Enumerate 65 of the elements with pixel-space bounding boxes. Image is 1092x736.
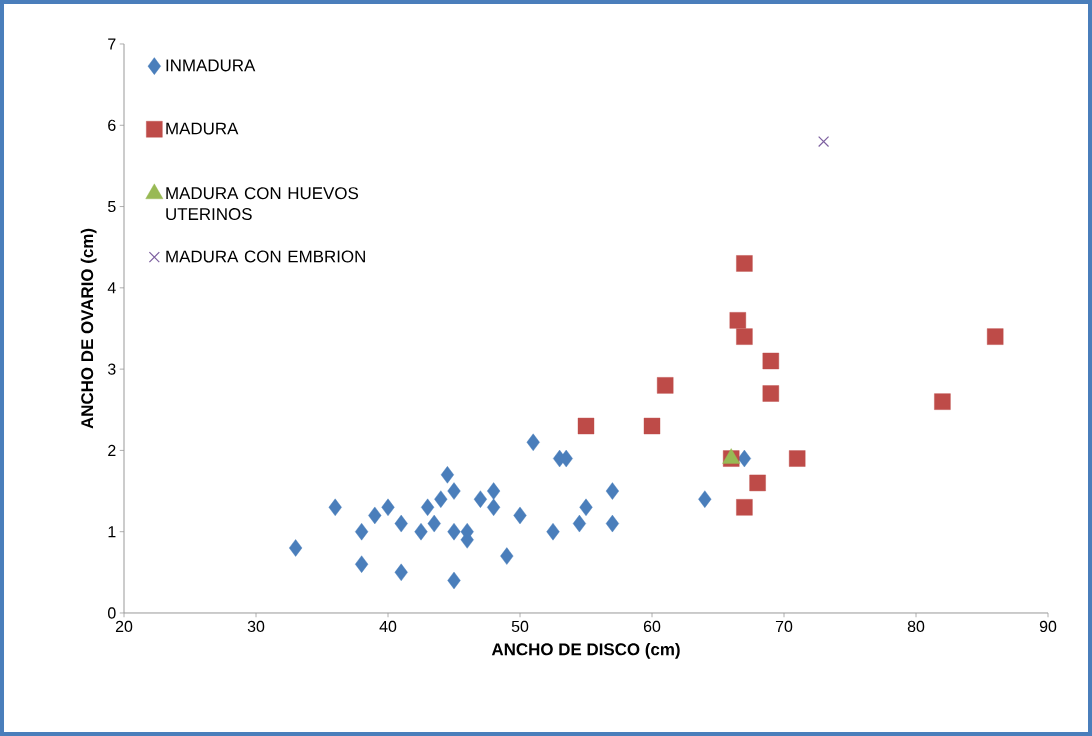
point [934, 393, 951, 410]
point [749, 474, 766, 492]
point [394, 514, 408, 533]
point [736, 499, 753, 516]
y-tick-label: 3 [107, 363, 116, 375]
point [447, 523, 461, 541]
point [818, 135, 830, 148]
y-tick-label: 6 [108, 119, 116, 131]
point [737, 449, 751, 468]
point [368, 506, 382, 525]
y-tick-label: 4 [107, 282, 116, 294]
point [698, 490, 712, 508]
y-tick-label: 2 [108, 444, 116, 456]
x-tick-label: 20 [115, 620, 133, 633]
point [487, 498, 501, 517]
point [355, 523, 369, 541]
point [789, 450, 806, 467]
point [434, 490, 448, 508]
point [572, 514, 586, 533]
x-tick-label: 70 [775, 620, 793, 633]
point [605, 482, 619, 500]
point [447, 482, 461, 500]
legend-label: MADURA CON HUEVOS UTERINOS [166, 187, 359, 221]
point [394, 563, 408, 582]
x-tick-label: 40 [379, 620, 397, 633]
point [987, 328, 1004, 345]
y-tick-label: 1 [108, 526, 116, 538]
point [440, 466, 454, 484]
point [487, 482, 501, 500]
y-tick-label: 7 [108, 38, 116, 50]
point [736, 255, 753, 272]
x-tick-label: 60 [643, 620, 661, 633]
point [421, 498, 435, 517]
point [355, 555, 369, 573]
point [736, 328, 753, 345]
legend-label: MADURA CON EMBRION [166, 250, 365, 263]
point [500, 547, 514, 565]
x-tick-label: 90 [1039, 620, 1057, 633]
x-tick-label: 30 [247, 620, 265, 633]
point [447, 571, 461, 590]
point [579, 498, 593, 517]
legend-label: INMADURA [166, 59, 256, 72]
y-axis-title: ANCHO DE OVARIO (cm) [80, 228, 97, 429]
point [643, 417, 661, 435]
y-tick-label: 5 [108, 200, 116, 213]
point [414, 523, 428, 541]
x-tick-label: 50 [511, 620, 529, 633]
point [657, 377, 674, 394]
point [762, 385, 779, 402]
point [513, 506, 527, 525]
y-tick-label: 0 [108, 607, 116, 619]
x-axis-title: ANCHO DE DISCO (cm) [491, 642, 680, 659]
point [762, 352, 779, 370]
legend-label: MADURA [166, 122, 239, 135]
point [473, 490, 487, 508]
x-tick-label: 80 [907, 620, 925, 633]
point [526, 433, 540, 451]
point [328, 498, 342, 517]
point [605, 514, 619, 533]
point [729, 312, 746, 329]
point [289, 539, 303, 557]
point [546, 523, 560, 541]
point [427, 514, 441, 533]
point [577, 417, 595, 435]
point [381, 498, 395, 517]
